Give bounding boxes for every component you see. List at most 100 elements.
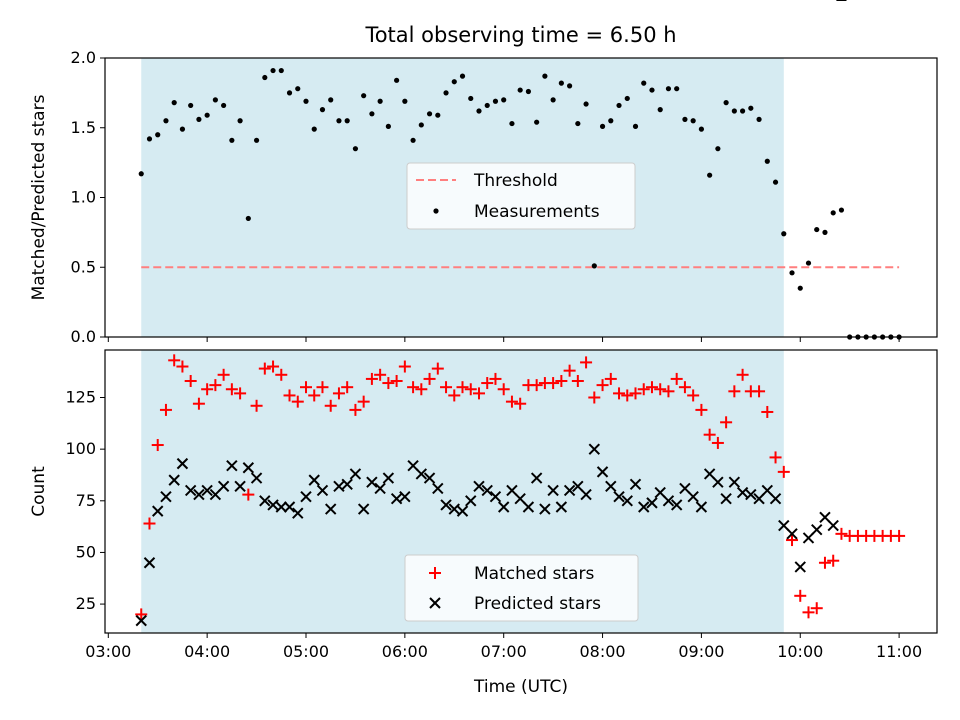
matched-point: [415, 383, 428, 396]
y-tick-label: 2.0: [71, 48, 96, 67]
measurement-point: [624, 95, 630, 102]
measurement-point: [509, 120, 515, 127]
measurement-point: [797, 285, 803, 291]
matched-point: [258, 362, 271, 375]
bottom-y-axis-label: Count: [29, 466, 49, 517]
matched-point: [654, 383, 667, 396]
predicted-point: [201, 484, 213, 497]
matched-point: [769, 451, 782, 464]
y-tick-label: 125: [65, 388, 96, 407]
bottom-panel: 25 50 75 100 125 03:00 04:00 05:00 06:00 07:00 08:…: [29, 0, 938, 661]
measurement-point: [344, 118, 350, 124]
measurement-point: [303, 98, 309, 104]
measurement-point: [229, 137, 235, 143]
measurement-point: [311, 126, 317, 132]
predicted-point: [357, 503, 370, 515]
predicted-point: [143, 557, 156, 569]
measurement-point: [608, 118, 614, 124]
predicted-point: [448, 503, 460, 515]
measurement-point: [575, 120, 581, 127]
predicted-point: [670, 499, 683, 511]
matched-point: [481, 377, 494, 390]
matched-point: [621, 389, 634, 402]
matched-point: [794, 589, 807, 602]
measurement-point: [665, 86, 672, 92]
bottom-legend-box: [404, 554, 639, 622]
predicted-point: [423, 472, 436, 484]
matched-point: [159, 403, 172, 416]
predicted-point: [555, 501, 568, 513]
threshold-legend-label: Threshold: [473, 171, 558, 191]
predicted-point: [629, 478, 642, 490]
predicted-point: [728, 476, 741, 488]
predicted-legend-swatch: [429, 597, 441, 609]
matched-point: [135, 608, 148, 621]
matched-point: [308, 389, 321, 402]
measurement-point: [616, 102, 622, 109]
measurement-point: [599, 123, 606, 129]
matched-point: [299, 381, 312, 394]
measurement-point: [723, 100, 729, 106]
measurement-point: [501, 97, 507, 103]
measurement-point: [146, 136, 153, 142]
measurement-point: [715, 146, 721, 152]
matched-point: [687, 389, 700, 402]
x-tick-label: 08:00: [579, 642, 625, 661]
measurement-point: [830, 210, 836, 216]
matched-point: [291, 395, 304, 408]
matched-point: [431, 362, 444, 375]
predicted-point: [473, 480, 485, 493]
matched-point: [827, 554, 840, 567]
predicted-point: [300, 490, 312, 503]
matched-point: [440, 381, 453, 394]
matched-point: [547, 377, 560, 390]
predicted-point: [440, 499, 452, 511]
matched-point: [645, 381, 658, 394]
measurement-point: [278, 67, 284, 74]
measurement-point: [394, 77, 400, 83]
predicted-point: [530, 472, 543, 484]
measurement-point: [352, 146, 359, 152]
predicted-point: [152, 505, 164, 517]
matched-point: [893, 529, 906, 542]
matched-legend-label: Matched stars: [474, 564, 594, 584]
measurement-point: [772, 179, 779, 185]
predicted-legend-label: Predicted stars: [474, 594, 601, 614]
measurement-point: [410, 137, 416, 143]
matched-point: [810, 602, 823, 615]
predicted-point: [316, 484, 329, 497]
measurement-point: [789, 270, 795, 276]
top-panel: 0.00.51.01.52.0 Matched/Predicted stars …: [29, 48, 938, 346]
predicted-point: [786, 528, 798, 540]
measurement-point: [805, 260, 812, 266]
predicted-point: [695, 501, 708, 513]
measurement-point: [171, 100, 177, 106]
matched-point: [217, 368, 230, 381]
predicted-point: [432, 482, 444, 495]
measurement-point: [385, 123, 391, 129]
predicted-point: [621, 495, 633, 507]
matched-point: [423, 372, 436, 385]
predicted-point: [399, 490, 411, 503]
matched-point: [753, 385, 766, 398]
predicted-point: [275, 501, 287, 513]
matched-point: [275, 368, 288, 381]
matched-point: [703, 428, 716, 441]
y-tick-label: 0.0: [71, 327, 96, 346]
x-tick-label: 05:00: [283, 642, 329, 661]
predicted-point: [366, 476, 378, 488]
predicted-point: [811, 524, 823, 536]
predicted-point: [638, 501, 650, 513]
matched-point: [580, 356, 593, 369]
measurement-point: [451, 79, 457, 85]
measurement-point: [286, 90, 293, 96]
predicted-point: [390, 493, 403, 505]
matched-point: [382, 377, 395, 390]
matched-point: [728, 385, 741, 398]
matched-point: [736, 368, 749, 381]
top-y-axis-label: Matched/Predicted stars: [29, 94, 49, 300]
matched-point: [637, 383, 650, 396]
predicted-point: [769, 493, 782, 505]
matched-point: [695, 403, 708, 416]
y-tick-label: 1.5: [71, 118, 96, 137]
